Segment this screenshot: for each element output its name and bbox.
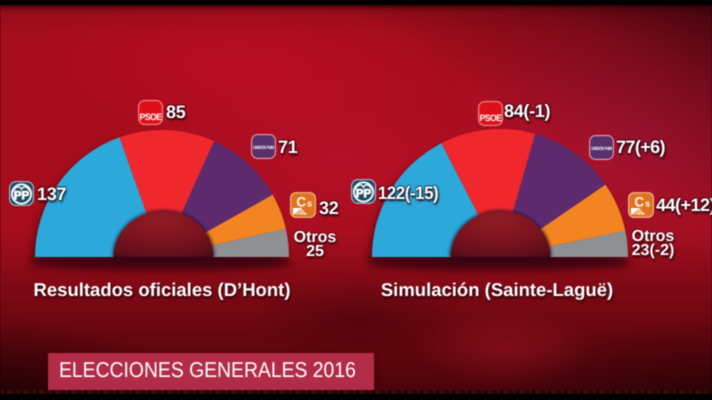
svg-text:UNiDOS PdM: UNiDOS PdM [253, 145, 274, 151]
svg-text:C: C [296, 195, 306, 210]
svg-text:UNiDOS PdM: UNiDOS PdM [591, 146, 612, 152]
svg-text:PSOE: PSOE [139, 112, 162, 123]
svg-text:C: C [634, 195, 644, 210]
svg-text:s: s [307, 199, 312, 209]
svg-text:s: s [645, 199, 650, 209]
svg-text:PSOE: PSOE [479, 113, 502, 124]
